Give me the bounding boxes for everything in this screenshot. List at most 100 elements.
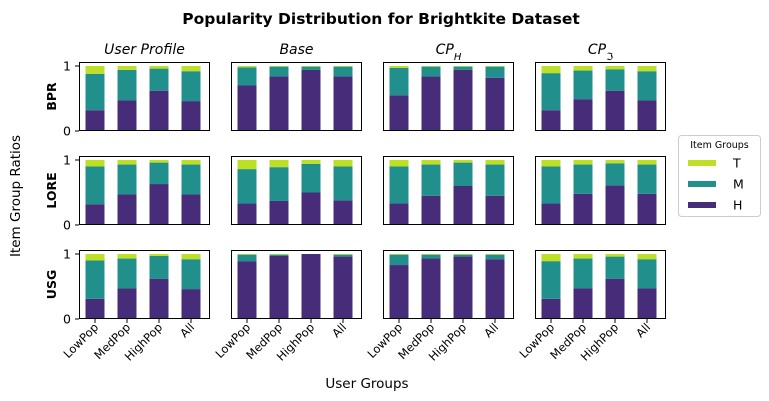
bar-bpr-cp-highpop-T <box>605 66 625 70</box>
y-axis-label: Item Group Ratios <box>8 135 24 257</box>
panel-lore-cp-h <box>383 156 514 225</box>
panel-frame <box>535 250 666 319</box>
bar-lore-user-profile-medpop-T <box>117 160 137 165</box>
bar-usg-base-medpop-H <box>269 255 289 319</box>
bar-bpr-base-lowpop-T <box>237 66 257 68</box>
bar-bpr-user-profile-medpop-T <box>117 66 137 70</box>
legend: Item Groups TMH <box>678 135 761 217</box>
bar-lore-cp-highpop-H <box>605 185 625 225</box>
bar-bpr-cp-h-highpop-H <box>453 69 473 131</box>
column-title-cp: CPℑ <box>588 42 613 63</box>
bar-usg-base-medpop-T <box>269 254 289 255</box>
row-label-usg: USG <box>44 270 59 299</box>
bar-usg-base-medpop-M <box>269 254 289 256</box>
bar-usg-user-profile-highpop-M <box>149 255 169 279</box>
panel-frame <box>535 62 666 131</box>
y-tick-label: 1 <box>63 59 71 74</box>
bar-bpr-base-highpop-T <box>301 66 321 67</box>
panel-frame <box>79 250 210 319</box>
bar-usg-cp-medpop-T <box>573 254 593 259</box>
bar-bpr-user-profile-all-M <box>181 71 201 102</box>
bar-usg-user-profile-lowpop-H <box>85 298 105 319</box>
bar-lore-cp-all-M <box>637 164 657 194</box>
row-label-bpr: BPR <box>44 82 59 111</box>
row-label-lore: LORE <box>44 172 59 208</box>
y-tick-label: 1 <box>63 247 71 262</box>
bar-bpr-cp-h-lowpop-T <box>389 66 409 68</box>
bar-usg-cp-h-all-H <box>485 259 505 319</box>
panel-bpr-cp-h <box>383 62 514 131</box>
column-title-user-profile: User Profile <box>104 42 185 58</box>
panel-frame <box>231 250 362 319</box>
bar-usg-user-profile-medpop-T <box>117 254 137 259</box>
bar-usg-cp-all-M <box>637 259 657 289</box>
bar-lore-base-all-T <box>333 160 353 167</box>
bar-bpr-base-medpop-T <box>269 66 289 67</box>
bar-lore-cp-h-highpop-T <box>453 160 473 163</box>
bar-lore-user-profile-medpop-M <box>117 164 137 195</box>
bar-lore-base-medpop-H <box>269 200 289 225</box>
panel-frame <box>231 156 362 225</box>
bar-bpr-cp-all-T <box>637 66 657 72</box>
bar-lore-base-lowpop-T <box>237 160 257 170</box>
bar-usg-cp-h-all-M <box>485 254 505 260</box>
bar-lore-base-medpop-T <box>269 160 289 168</box>
legend-frame <box>678 135 761 217</box>
bar-lore-base-lowpop-M <box>237 169 257 204</box>
bar-lore-base-all-M <box>333 166 353 201</box>
bar-usg-cp-all-H <box>637 288 657 319</box>
bar-lore-user-profile-lowpop-H <box>85 204 105 225</box>
bar-bpr-cp-highpop-H <box>605 90 625 131</box>
bar-lore-cp-highpop-T <box>605 160 625 164</box>
y-tick-label: 0 <box>63 124 71 139</box>
bar-usg-cp-lowpop-M <box>541 261 561 299</box>
bar-bpr-cp-medpop-M <box>573 70 593 100</box>
column-title-base: Base <box>279 42 313 58</box>
y-tick-label: 0 <box>63 312 71 327</box>
bar-bpr-cp-lowpop-H <box>541 110 561 131</box>
bar-lore-cp-h-highpop-H <box>453 186 473 225</box>
bar-bpr-cp-h-highpop-T <box>453 66 473 67</box>
bar-usg-cp-h-medpop-M <box>421 254 441 259</box>
bar-bpr-cp-h-medpop-T <box>421 66 441 67</box>
bar-lore-cp-h-all-M <box>485 164 505 196</box>
bar-bpr-cp-h-medpop-M <box>421 66 441 77</box>
bar-lore-user-profile-all-H <box>181 194 201 225</box>
bar-usg-user-profile-medpop-H <box>117 288 137 319</box>
bar-lore-cp-lowpop-T <box>541 160 561 167</box>
bar-usg-cp-medpop-H <box>573 288 593 319</box>
bar-lore-cp-h-medpop-M <box>421 164 441 196</box>
bar-usg-cp-highpop-M <box>605 256 625 279</box>
bar-bpr-user-profile-lowpop-T <box>85 66 105 74</box>
bar-usg-cp-h-highpop-T <box>453 254 473 255</box>
bar-usg-cp-h-highpop-M <box>453 254 473 257</box>
bar-bpr-base-medpop-M <box>269 66 289 77</box>
bar-usg-cp-h-medpop-T <box>421 254 441 255</box>
bar-usg-cp-medpop-M <box>573 258 593 289</box>
bar-bpr-user-profile-highpop-H <box>149 90 169 131</box>
bar-bpr-base-all-M <box>333 66 353 77</box>
bar-lore-cp-medpop-M <box>573 164 593 194</box>
bar-usg-base-highpop-H <box>301 254 321 319</box>
bar-lore-user-profile-lowpop-M <box>85 166 105 205</box>
bar-usg-user-profile-lowpop-T <box>85 254 105 261</box>
bar-bpr-base-highpop-M <box>301 66 321 70</box>
bar-lore-cp-h-medpop-T <box>421 160 441 165</box>
bar-lore-cp-h-highpop-M <box>453 162 473 186</box>
panel-lore-user-profile: 10 <box>63 153 210 233</box>
bar-lore-cp-h-all-T <box>485 160 505 165</box>
bar-usg-base-lowpop-T <box>237 254 257 255</box>
x-axis-label: User Groups <box>325 376 408 392</box>
bar-usg-user-profile-highpop-H <box>149 278 169 319</box>
bar-lore-cp-all-T <box>637 160 657 165</box>
bar-usg-user-profile-lowpop-M <box>85 260 105 299</box>
bar-bpr-base-medpop-H <box>269 76 289 131</box>
bar-usg-base-all-M <box>333 254 353 257</box>
bar-lore-base-highpop-H <box>301 192 321 225</box>
bar-usg-base-lowpop-M <box>237 254 257 262</box>
bar-bpr-user-profile-lowpop-H <box>85 110 105 131</box>
bar-usg-cp-highpop-T <box>605 254 625 257</box>
bar-lore-cp-lowpop-H <box>541 203 561 225</box>
bar-usg-cp-highpop-H <box>605 278 625 319</box>
